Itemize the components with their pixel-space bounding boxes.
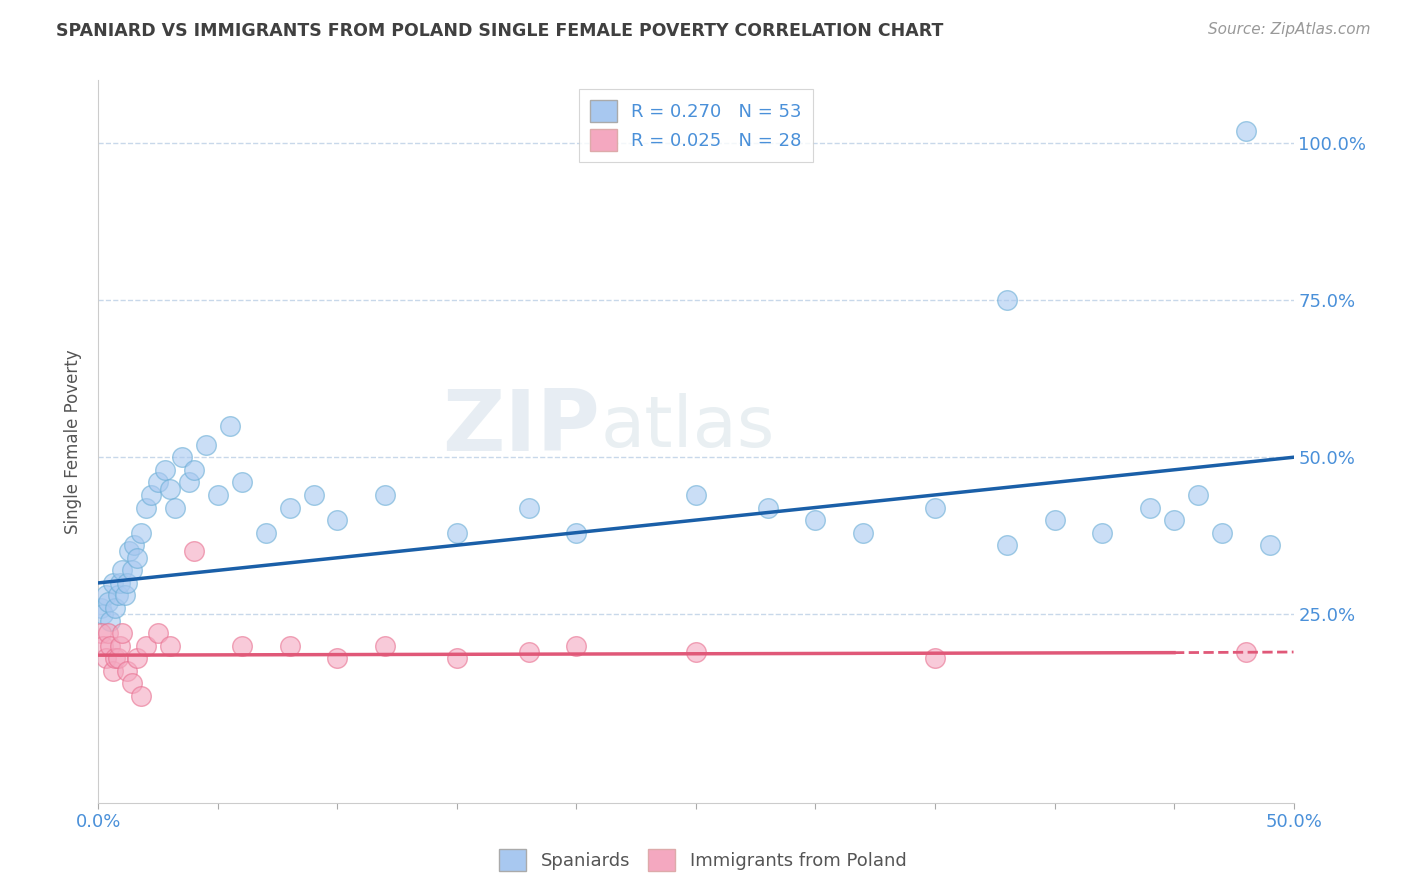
Point <box>183 544 205 558</box>
Point <box>278 500 301 515</box>
Text: ZIP: ZIP <box>443 385 600 468</box>
Legend: R = 0.270   N = 53, R = 0.025   N = 28: R = 0.270 N = 53, R = 0.025 N = 28 <box>579 89 813 162</box>
Point <box>159 639 181 653</box>
Point <box>91 639 114 653</box>
Point <box>115 575 138 590</box>
Point <box>155 463 177 477</box>
Point <box>219 418 242 433</box>
Point <box>131 689 153 703</box>
Point <box>94 651 117 665</box>
Point <box>685 645 707 659</box>
Text: atlas: atlas <box>600 392 775 461</box>
Point <box>104 651 127 665</box>
Point <box>125 550 148 565</box>
Point <box>107 589 129 603</box>
Point <box>278 639 301 653</box>
Point <box>446 525 468 540</box>
Point <box>104 601 127 615</box>
Point <box>135 639 157 653</box>
Point <box>107 651 129 665</box>
Point <box>995 538 1018 552</box>
Point <box>98 614 122 628</box>
Point <box>94 589 117 603</box>
Point <box>97 595 120 609</box>
Point <box>97 626 120 640</box>
Point <box>121 563 143 577</box>
Point <box>90 626 112 640</box>
Point <box>374 488 396 502</box>
Point <box>1234 645 1257 659</box>
Point <box>254 525 277 540</box>
Point <box>852 525 875 540</box>
Point <box>995 293 1018 308</box>
Point <box>326 513 349 527</box>
Point <box>1258 538 1281 552</box>
Point <box>1043 513 1066 527</box>
Point <box>231 639 253 653</box>
Text: SPANIARD VS IMMIGRANTS FROM POLAND SINGLE FEMALE POVERTY CORRELATION CHART: SPANIARD VS IMMIGRANTS FROM POLAND SINGL… <box>56 22 943 40</box>
Point <box>756 500 779 515</box>
Y-axis label: Single Female Poverty: Single Female Poverty <box>65 350 83 533</box>
Point <box>163 500 186 515</box>
Point <box>111 563 134 577</box>
Point <box>924 651 946 665</box>
Point <box>111 626 134 640</box>
Point <box>1211 525 1233 540</box>
Point <box>115 664 138 678</box>
Point <box>374 639 396 653</box>
Point <box>124 538 146 552</box>
Point <box>131 525 153 540</box>
Point <box>148 626 170 640</box>
Point <box>685 488 707 502</box>
Point <box>565 525 588 540</box>
Point <box>98 639 122 653</box>
Point <box>517 645 540 659</box>
Legend: Spaniards, Immigrants from Poland: Spaniards, Immigrants from Poland <box>492 842 914 879</box>
Point <box>924 500 946 515</box>
Point <box>135 500 157 515</box>
Point <box>1091 525 1114 540</box>
Point <box>179 475 201 490</box>
Point <box>118 544 141 558</box>
Point <box>148 475 170 490</box>
Point <box>121 676 143 690</box>
Point <box>108 575 131 590</box>
Point <box>1163 513 1185 527</box>
Point <box>90 601 112 615</box>
Point <box>195 438 218 452</box>
Point <box>183 463 205 477</box>
Point <box>207 488 229 502</box>
Text: Source: ZipAtlas.com: Source: ZipAtlas.com <box>1208 22 1371 37</box>
Point <box>1187 488 1209 502</box>
Point <box>517 500 540 515</box>
Point <box>172 450 194 465</box>
Point <box>108 639 131 653</box>
Point <box>231 475 253 490</box>
Point <box>159 482 181 496</box>
Point <box>101 664 124 678</box>
Point <box>565 639 588 653</box>
Point <box>91 607 114 622</box>
Point <box>1139 500 1161 515</box>
Point <box>804 513 827 527</box>
Point <box>446 651 468 665</box>
Point <box>1234 123 1257 137</box>
Point <box>326 651 349 665</box>
Point <box>114 589 136 603</box>
Point <box>125 651 148 665</box>
Point <box>302 488 325 502</box>
Point <box>139 488 162 502</box>
Point <box>101 575 124 590</box>
